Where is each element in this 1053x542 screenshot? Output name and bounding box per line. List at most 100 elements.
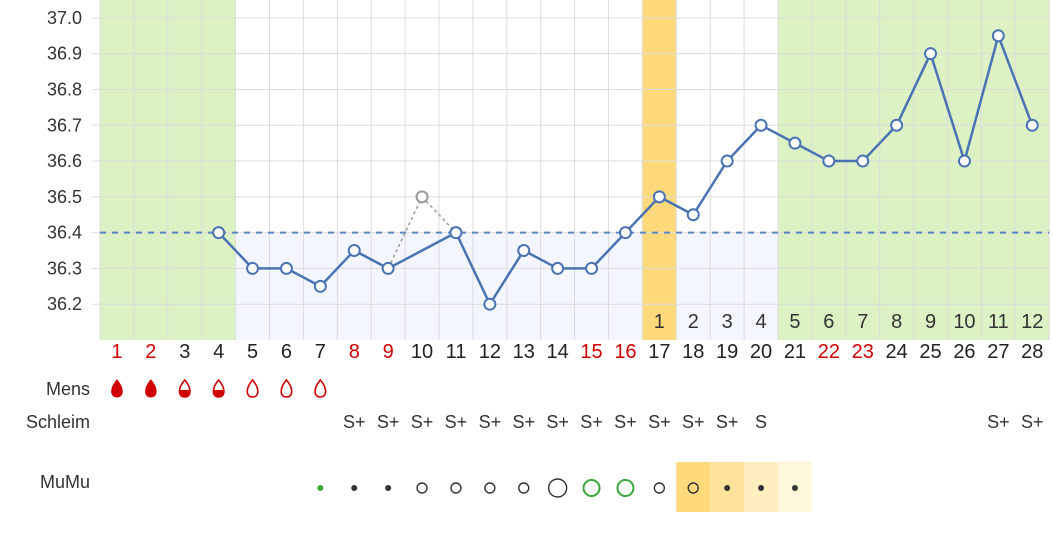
ovulation-day (642, 0, 676, 340)
mens-drop-half-fill (180, 380, 191, 397)
day-number: 15 (580, 341, 602, 363)
y-label: 36.3 (47, 258, 82, 278)
day-number: 25 (919, 341, 941, 363)
day-number: 21 (784, 341, 806, 363)
mumu-ring (617, 480, 633, 496)
mens-drop-full (112, 380, 123, 397)
day-number: 1 (111, 341, 122, 363)
luteal-day: 1 (654, 311, 665, 333)
day-number: 23 (852, 341, 874, 363)
day-number: 28 (1021, 341, 1043, 363)
day-number: 20 (750, 341, 772, 363)
luteal-day: 12 (1021, 311, 1043, 333)
mumu-ring (451, 483, 461, 493)
luteal-day: 2 (688, 311, 699, 333)
day-number: 5 (247, 341, 258, 363)
schleim-value: S+ (1021, 412, 1044, 432)
temp-point (823, 156, 834, 167)
temp-point (1027, 120, 1038, 131)
temp-point (722, 156, 733, 167)
schleim-value: S+ (614, 412, 637, 432)
day-number: 10 (411, 341, 433, 363)
mens-drop-outline (315, 380, 326, 397)
luteal-day: 6 (823, 311, 834, 333)
temp-point (213, 227, 224, 238)
temp-point (993, 30, 1004, 41)
schleim-value: S+ (682, 412, 705, 432)
mumu-dot (351, 485, 357, 491)
schleim-value: S+ (716, 412, 739, 432)
mumu-ring (417, 483, 427, 493)
temp-point (552, 263, 563, 274)
mumu-ring (485, 483, 495, 493)
mens-drop-outline (247, 380, 257, 397)
day-number: 12 (479, 341, 501, 363)
mumu-label: MuMu (40, 472, 90, 492)
y-label: 36.6 (47, 151, 82, 171)
day-number: 26 (953, 341, 975, 363)
y-label: 36.7 (47, 115, 82, 135)
day-number: 14 (547, 341, 569, 363)
schleim-value: S+ (343, 412, 366, 432)
temp-point (789, 138, 800, 149)
schleim-value: S+ (648, 412, 671, 432)
day-number: 2 (145, 341, 156, 363)
schleim-value: S+ (546, 412, 569, 432)
temp-point (959, 156, 970, 167)
cycle-chart: 37.036.936.836.736.636.536.436.336.21234… (0, 0, 1053, 542)
temp-point-excluded (417, 191, 428, 202)
day-number: 22 (818, 341, 840, 363)
y-label: 36.9 (47, 44, 82, 64)
day-number: 18 (682, 341, 704, 363)
schleim-value: S+ (411, 412, 434, 432)
day-number: 4 (213, 341, 224, 363)
mumu-ring (549, 479, 567, 497)
mumu-ring (654, 483, 664, 493)
day-number: 6 (281, 341, 292, 363)
schleim-value: S+ (987, 412, 1010, 432)
temp-point (586, 263, 597, 274)
luteal-day: 3 (722, 311, 733, 333)
y-label: 36.4 (47, 223, 82, 243)
mumu-dot (792, 485, 798, 491)
luteal-day: 11 (988, 311, 1009, 333)
mens-drop-outline (281, 380, 292, 397)
luteal-day: 10 (953, 311, 975, 333)
mumu-dot (385, 485, 391, 491)
temp-point (484, 299, 495, 310)
day-number: 17 (648, 341, 670, 363)
temp-point (688, 209, 699, 220)
day-number: 11 (446, 341, 467, 363)
temp-point (247, 263, 258, 274)
schleim-value: S+ (445, 412, 468, 432)
mumu-dot (758, 485, 764, 491)
day-number: 3 (179, 341, 190, 363)
day-number: 7 (315, 341, 326, 363)
day-number: 16 (614, 341, 636, 363)
day-number: 9 (383, 341, 394, 363)
luteal-day: 9 (925, 311, 936, 333)
luteal-day: 4 (755, 311, 766, 333)
mumu-dot (317, 485, 323, 491)
y-label: 36.8 (47, 79, 82, 99)
day-number: 8 (349, 341, 360, 363)
day-number: 19 (716, 341, 738, 363)
y-label: 36.5 (47, 187, 82, 207)
temp-point (620, 227, 631, 238)
schleim-label: Schleim (26, 412, 90, 432)
temp-point (349, 245, 360, 256)
temp-point (383, 263, 394, 274)
mumu-dot (724, 485, 730, 491)
mens-drop-full (146, 380, 157, 397)
schleim-value: S+ (512, 412, 535, 432)
temp-point (654, 191, 665, 202)
temp-point (925, 48, 936, 59)
temp-point (450, 227, 461, 238)
day-number: 13 (513, 341, 535, 363)
mumu-ring (584, 480, 600, 496)
y-label: 36.2 (47, 294, 82, 314)
temp-point (518, 245, 529, 256)
luteal-day: 8 (891, 311, 902, 333)
day-number: 24 (886, 341, 908, 363)
schleim-value: S (755, 412, 767, 432)
